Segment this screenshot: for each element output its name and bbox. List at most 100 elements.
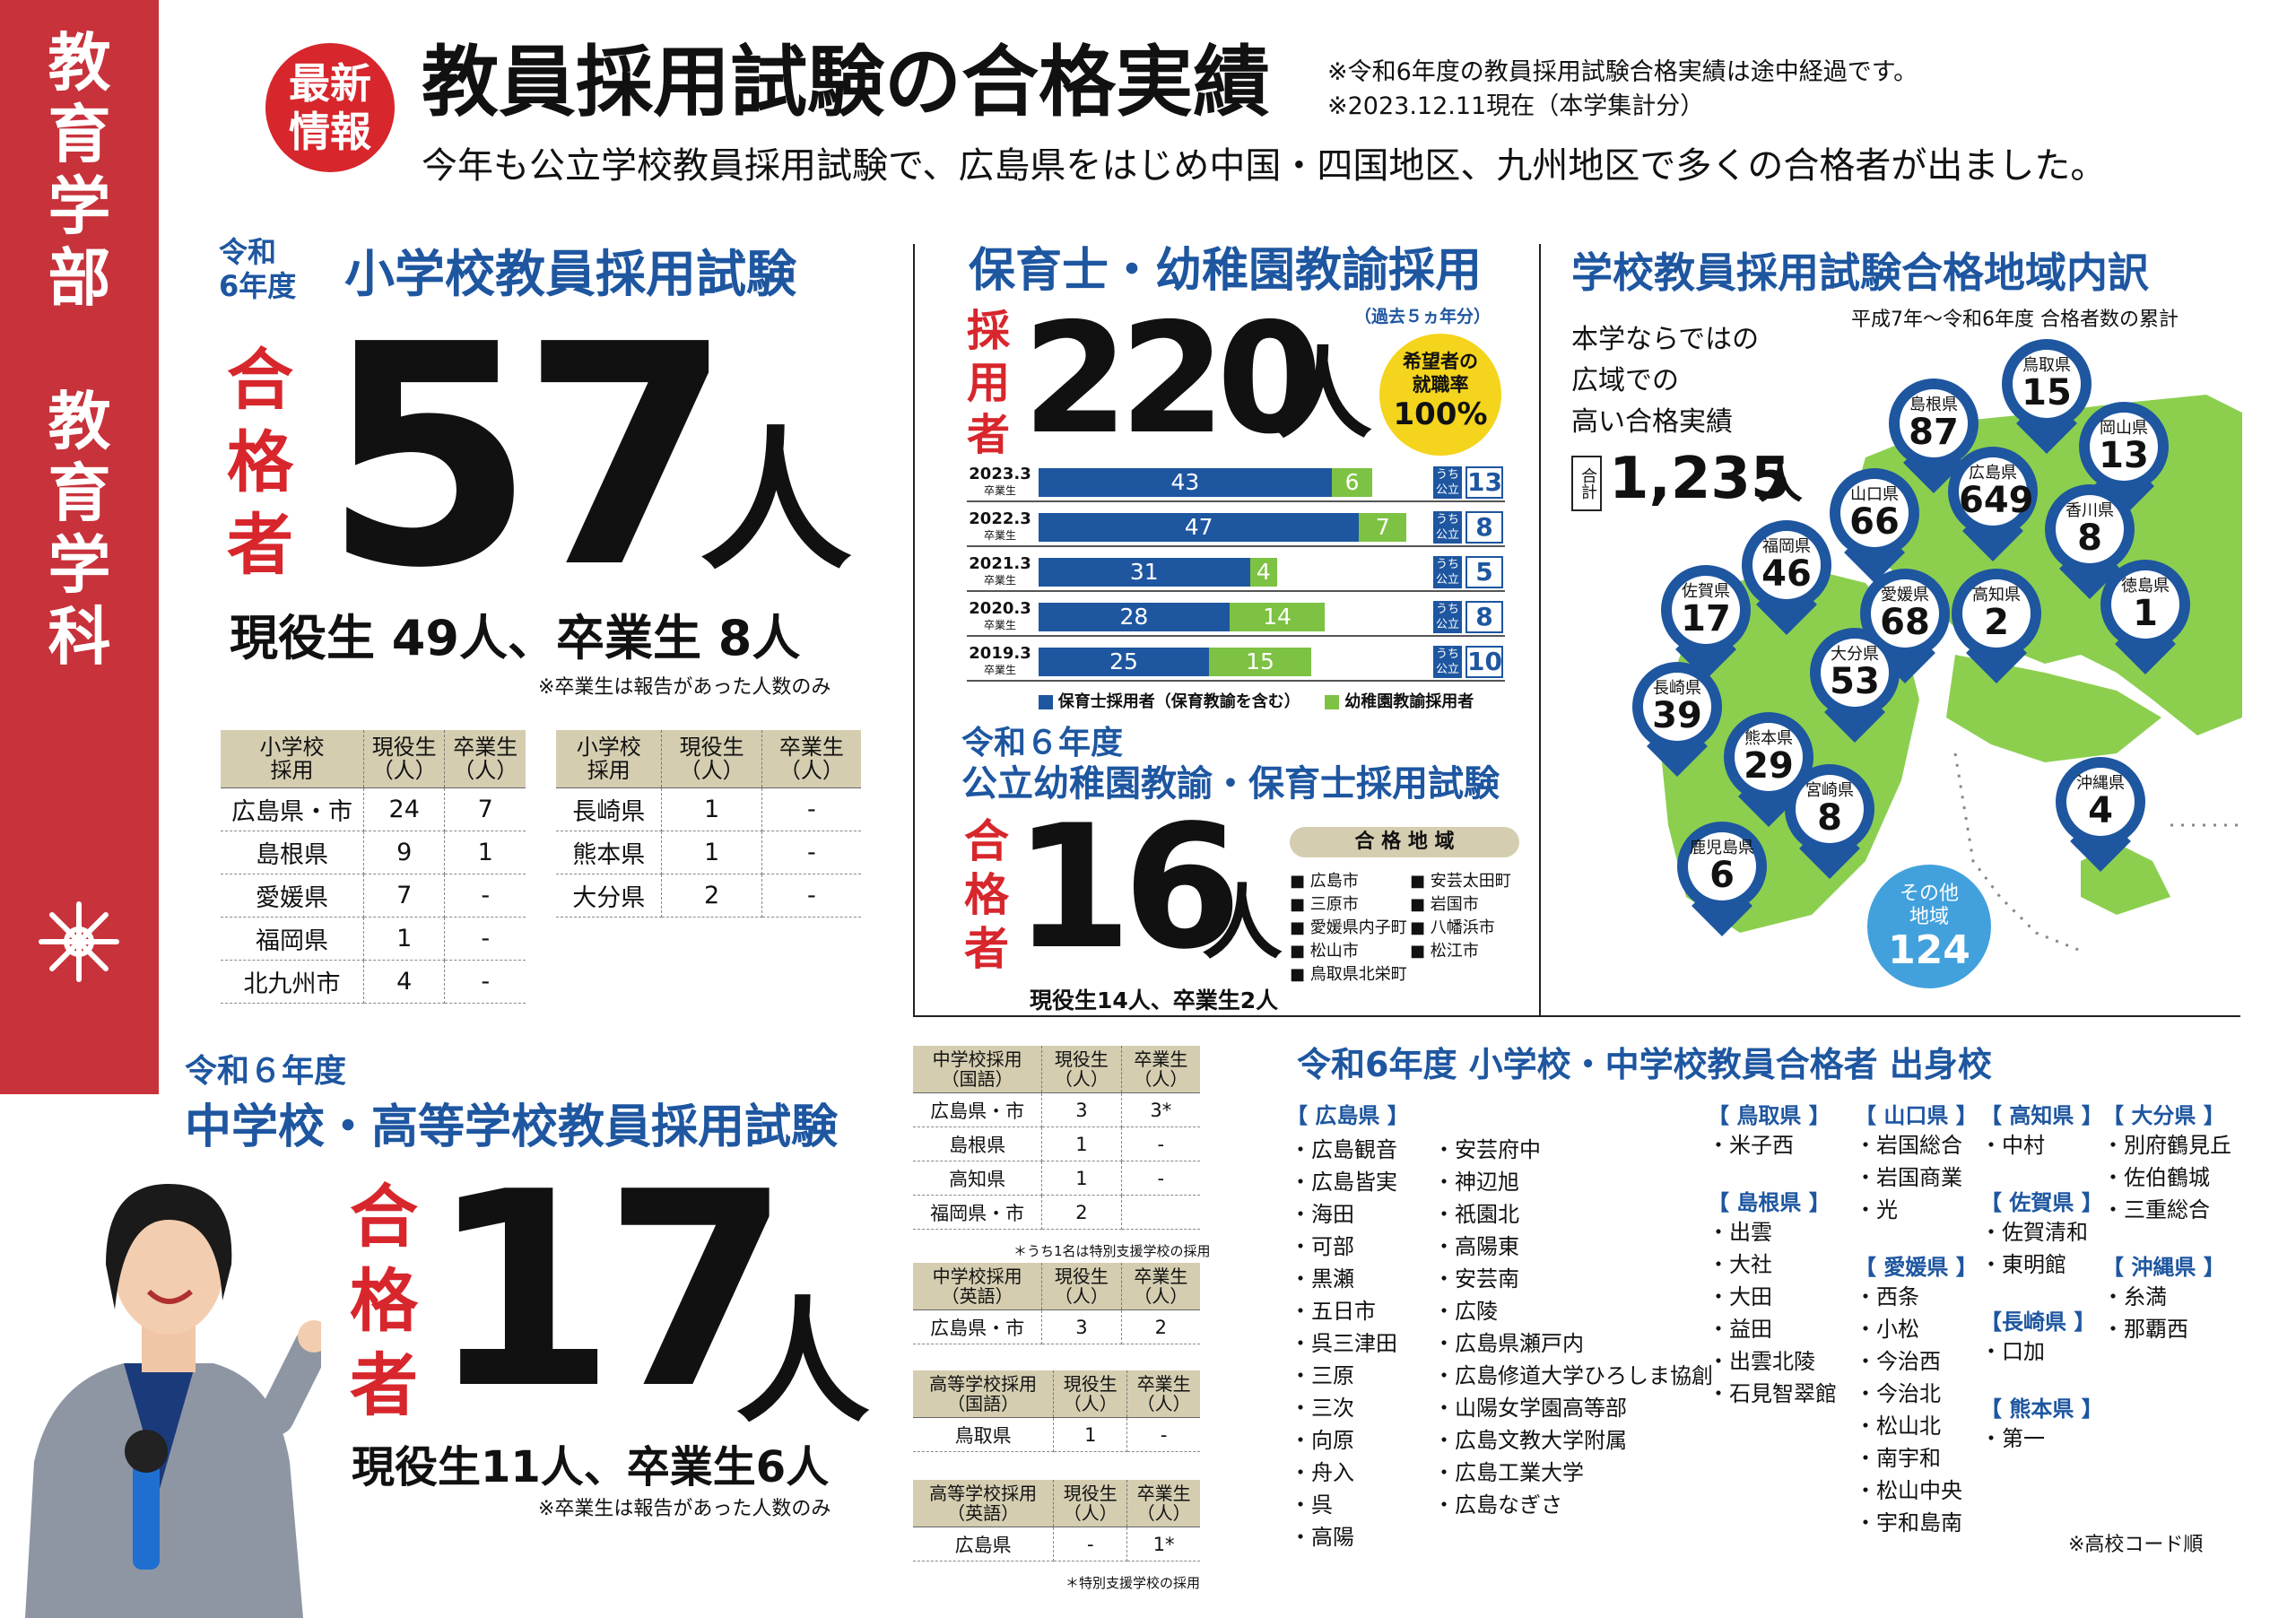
secondary-table-3: 高等学校採用 （国語） 現役生 （人） 卒業生 （人） 鳥取県 1- xyxy=(913,1370,1200,1452)
public-count-badge: うち 公立 5 xyxy=(1433,556,1503,588)
pin-value: 13 xyxy=(2099,435,2149,476)
school-item: ・三重総合 xyxy=(2102,1197,2210,1222)
pin-value: 17 xyxy=(1681,598,1731,639)
pin-value: 649 xyxy=(1959,480,2034,521)
table-cell: 1 xyxy=(1041,1161,1122,1196)
schools-col-5: 【 高知県 】・中村 【 佐賀県 】・佐賀清和 ・東明館 【長崎県 】・口加 【 … xyxy=(1980,1098,2103,1455)
table-cell: - xyxy=(1053,1527,1128,1561)
secondary-table-4-note: ＊特別支援学校の採用 xyxy=(1065,1575,1201,1591)
table-cell: - xyxy=(444,874,526,918)
pin-value: 2 xyxy=(1984,602,2009,643)
secondary-breakdown: 現役生11人、卒業生6人 xyxy=(352,1442,830,1492)
table-header: 中学校採用 （英語） xyxy=(913,1263,1043,1310)
nursery-label: 採用者 xyxy=(966,306,1010,460)
school-item: ・広島県瀬戸内 xyxy=(1433,1331,1584,1356)
pin-value: 53 xyxy=(1830,661,1880,702)
table-cell: 福岡県 xyxy=(221,917,364,961)
table-cell: - xyxy=(761,787,861,831)
elem-count: 57 xyxy=(323,280,733,635)
pin-name: 佐賀県 xyxy=(1682,582,1730,601)
table-cell: - xyxy=(444,917,526,961)
school-item: ・今治西 xyxy=(1855,1349,1941,1374)
pin-value: 66 xyxy=(1849,501,1900,543)
table-cell: 島根県 xyxy=(913,1127,1043,1161)
university-emblem-icon xyxy=(39,901,119,982)
bar-series-2: 6 xyxy=(1331,468,1373,497)
bar-category-label: 2023.3 卒業生 xyxy=(969,465,1031,498)
table-cell: 1 xyxy=(1041,1127,1122,1161)
pin-value: 8 xyxy=(1817,797,1842,839)
schools-title: 令和6年度 小学校・中学校教員合格者 出身校 xyxy=(1297,1045,1992,1084)
bar-row: 2023.3 卒業生 43 6 うち 公立 13 xyxy=(967,463,1505,502)
region-pin: 沖縄県 4 xyxy=(2056,757,2145,872)
bar-series-1: 25 xyxy=(1039,648,1209,676)
nursery-unit: 人 xyxy=(1274,337,1372,452)
school-item: ・大社 xyxy=(1708,1252,1772,1277)
region-pin: 香川県 8 xyxy=(2045,484,2135,599)
region-pin: 広島県 649 xyxy=(1948,447,2038,561)
school-item: ・向原 xyxy=(1290,1428,1354,1453)
school-item: ・呉 xyxy=(1290,1492,1333,1518)
table-cell: 4 xyxy=(363,960,446,1004)
divider-right xyxy=(1539,244,1541,1017)
area-item: ■ 安芸太田町 xyxy=(1410,872,1511,891)
table-cell: 広島県 xyxy=(913,1527,1055,1561)
table-header: 現役生 （人） xyxy=(363,730,446,788)
table-header: 現役生 （人） xyxy=(1053,1370,1128,1418)
table-cell: 3* xyxy=(1121,1092,1200,1127)
elem-passers-label: 合格者 xyxy=(227,342,293,584)
table-cell: 高知県 xyxy=(913,1161,1043,1196)
pin-value: 8 xyxy=(2077,518,2102,559)
table-header: 小学校 採用 xyxy=(556,730,663,788)
pin-name: 沖縄県 xyxy=(2076,774,2125,793)
school-item: ・今治北 xyxy=(1855,1381,1941,1406)
kinder-label: 合格者 xyxy=(964,815,1009,975)
school-item: ・米子西 xyxy=(1708,1133,1794,1158)
pin-value: 1 xyxy=(2133,593,2158,634)
school-item: ・糸満 xyxy=(2102,1284,2167,1309)
school-item: ・佐賀清和 xyxy=(1980,1220,2088,1245)
school-item: ・広島観音 xyxy=(1290,1137,1397,1162)
bar-series-2: 7 xyxy=(1359,513,1407,542)
secondary-title: 中学校・高等学校教員採用試験 xyxy=(185,1100,839,1154)
school-item: ・大田 xyxy=(1708,1284,1772,1309)
school-item: ・広島工業大学 xyxy=(1433,1460,1584,1485)
region-pin: 鹿児島県 6 xyxy=(1677,822,1767,936)
table-row: 鳥取県 1- xyxy=(913,1417,1200,1452)
divider-left xyxy=(913,244,915,1017)
table-row: 島根県 9 1 xyxy=(221,831,526,874)
pin-value: 39 xyxy=(1652,695,1702,736)
table-header: 卒業生 （人） xyxy=(1121,1046,1200,1093)
school-item: ・松山中央 xyxy=(1855,1478,1962,1503)
table-cell: 2 xyxy=(661,874,762,918)
table-cell: 1 xyxy=(661,831,762,874)
table-cell: 福岡県・市 xyxy=(913,1195,1043,1230)
secondary-note: ※卒業生は報告があった人数のみ xyxy=(538,1498,831,1520)
pin-name: 高知県 xyxy=(1972,586,2021,605)
table-row: 北九州市 4- xyxy=(221,960,526,1004)
bar-category-label: 2021.3 卒業生 xyxy=(969,554,1031,587)
elem-table-2: 小学校 採用 現役生 （人） 卒業生 （人） 長崎県 1- 熊本県 1- 大分県 2- xyxy=(556,730,861,918)
school-item: ・可部 xyxy=(1290,1234,1354,1259)
areas-left: ■ 広島市 ■ 三原市 ■ 愛媛県内子町 ■ 松山市 ■ 鳥取県北栄町 xyxy=(1290,870,1407,987)
elem-unit: 人 xyxy=(700,413,853,591)
pin-name: 愛媛県 xyxy=(1881,586,1929,605)
table-cell: 熊本県 xyxy=(556,831,663,874)
region-pin: 大分県 53 xyxy=(1810,628,1900,743)
table-row: 広島県・市 24 7 xyxy=(221,787,526,831)
school-item: ・五日市 xyxy=(1290,1299,1376,1324)
school-item: ・那覇西 xyxy=(2102,1317,2188,1342)
table-row: 大分県 2- xyxy=(556,874,861,918)
bar-series-2: 4 xyxy=(1249,558,1277,587)
secondary-table-1-note: ＊うち1名は特別支援学校の採用 xyxy=(1013,1243,1211,1259)
area-item: ■ 松山市 xyxy=(1290,942,1359,961)
employment-rate-circle: 希望者の 就職率 100% xyxy=(1379,334,1501,456)
table-header: 高等学校採用 （英語） xyxy=(913,1480,1055,1527)
table-row: 福岡県 1- xyxy=(221,917,526,961)
bar-series-1: 47 xyxy=(1039,513,1360,542)
table-header: 卒業生 （人） xyxy=(1126,1480,1200,1527)
table-cell: 1* xyxy=(1126,1527,1200,1561)
school-item: ・祇園北 xyxy=(1433,1202,1519,1227)
sidebar: 教育学部 教育学科 xyxy=(0,0,159,1094)
area-item: ■ 広島市 xyxy=(1290,872,1359,891)
